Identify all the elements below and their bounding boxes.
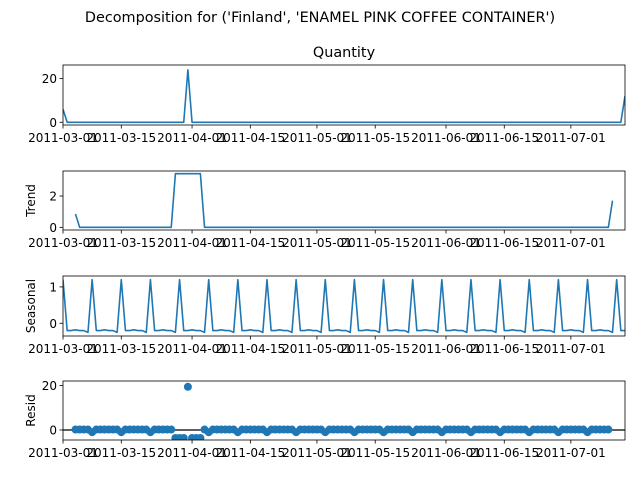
y-tick-label: 20 [42, 72, 57, 86]
x-tick-label: 2011-05-01 [282, 236, 352, 250]
resid-point [179, 434, 188, 440]
x-tick-label: 2011-03-15 [86, 342, 156, 356]
axes-frame [62, 275, 626, 337]
x-tick-label: 2011-03-15 [86, 131, 156, 145]
x-tick-label: 2011-03-01 [28, 342, 98, 356]
x-tick-label: 2011-05-01 [282, 131, 352, 145]
x-tick-label: 2011-05-15 [340, 236, 410, 250]
resid-point [167, 425, 176, 434]
y-axis-label: Seasonal [24, 279, 38, 333]
x-tick-label: 2011-05-01 [282, 446, 352, 460]
x-tick-label: 2011-07-01 [536, 446, 606, 460]
x-tick-label: 2011-03-15 [86, 236, 156, 250]
y-tick-label: 20 [42, 379, 57, 393]
x-tick-label: 2011-07-01 [536, 342, 606, 356]
axes-frame [62, 380, 626, 441]
series-line [74, 172, 614, 229]
x-tick-label: 2011-06-01 [411, 446, 481, 460]
x-tick-label: 2011-06-15 [469, 236, 539, 250]
x-tick-label: 2011-04-01 [157, 131, 227, 145]
x-tick-label: 2011-04-15 [215, 236, 285, 250]
resid-point [604, 425, 613, 434]
y-tick-label: 0 [49, 221, 57, 235]
x-tick-label: 2011-06-15 [469, 131, 539, 145]
plot-area [63, 69, 625, 124]
y-axis-label: Trend [24, 184, 38, 218]
x-tick-label: 2011-04-01 [157, 342, 227, 356]
x-tick-label: 2011-04-15 [215, 342, 285, 356]
plot-area [74, 172, 614, 229]
x-tick-label: 2011-05-01 [282, 342, 352, 356]
x-tick-label: 2011-05-15 [340, 131, 410, 145]
series-line [63, 278, 625, 334]
figure-title: Decomposition for ('Finland', 'ENAMEL PI… [85, 10, 555, 26]
x-tick-label: 2011-03-15 [86, 446, 156, 460]
x-tick-label: 2011-05-15 [340, 342, 410, 356]
plot-area [63, 382, 625, 440]
plot-area [63, 278, 625, 334]
axes-frame [62, 170, 626, 231]
x-tick-label: 2011-03-01 [28, 131, 98, 145]
resid-point [183, 382, 192, 391]
x-tick-label: 2011-07-01 [536, 131, 606, 145]
x-tick-label: 2011-03-01 [28, 446, 98, 460]
x-tick-label: 2011-04-01 [157, 446, 227, 460]
x-tick-label: 2011-07-01 [536, 236, 606, 250]
series-line [63, 69, 625, 124]
x-tick-label: 2011-05-15 [340, 446, 410, 460]
x-tick-label: 2011-06-15 [469, 342, 539, 356]
x-tick-label: 2011-06-01 [411, 236, 481, 250]
y-tick-label: 0 [49, 423, 57, 437]
x-tick-label: 2011-06-15 [469, 446, 539, 460]
axes-frame [62, 64, 626, 126]
resid-point [196, 434, 205, 440]
y-tick-label: 1 [49, 280, 57, 294]
x-tick-label: 2011-06-01 [411, 131, 481, 145]
y-tick-label: 2 [49, 190, 57, 204]
x-tick-label: 2011-06-01 [411, 342, 481, 356]
x-tick-label: 2011-04-01 [157, 236, 227, 250]
y-tick-label: 0 [49, 116, 57, 130]
y-axis-label: Resid [24, 394, 38, 426]
x-tick-label: 2011-03-01 [28, 236, 98, 250]
x-tick-label: 2011-04-15 [215, 131, 285, 145]
panel-title: Quantity [313, 45, 376, 61]
x-tick-label: 2011-04-15 [215, 446, 285, 460]
y-tick-label: 0 [49, 317, 57, 331]
